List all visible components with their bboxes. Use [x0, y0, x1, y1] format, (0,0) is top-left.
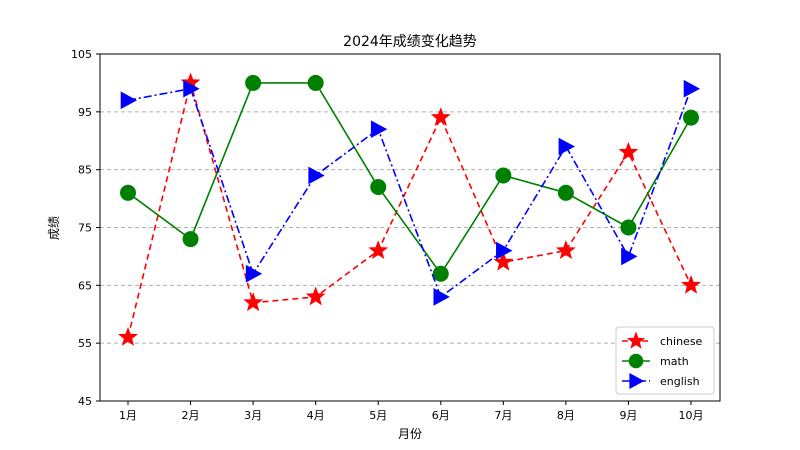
y-tick-label: 65 — [78, 279, 92, 292]
data-point-english — [621, 247, 638, 266]
data-point-math — [683, 109, 699, 126]
data-point-math — [245, 74, 262, 91]
x-tick-label: 6月 — [432, 409, 450, 422]
legend-box — [615, 326, 715, 395]
legend-label-chinese: chinese — [660, 335, 703, 348]
data-point-math — [120, 184, 136, 201]
x-tick-label: 5月 — [369, 409, 387, 422]
data-point-english — [245, 264, 263, 283]
series-line-chinese — [127, 79, 692, 338]
legend-marker-english — [629, 372, 645, 390]
data-point-math — [557, 184, 574, 201]
x-axis: 1月 2月 3月 4月 5月 6月 7月 8月 9月 10月 — [119, 401, 704, 422]
data-point-english — [120, 91, 138, 110]
legend-label-english: english — [660, 375, 700, 388]
data-point-english — [370, 120, 388, 139]
legend-marker-math — [628, 353, 644, 369]
data-point-english — [183, 79, 200, 98]
data-point-chinese — [681, 274, 701, 294]
x-tick-label: 7月 — [494, 409, 512, 422]
series-line-english — [127, 87, 692, 299]
y-tick-label: 95 — [78, 106, 92, 119]
data-point-chinese — [430, 107, 451, 127]
data-point-math — [620, 219, 637, 236]
data-point-english — [496, 241, 513, 260]
x-tick-label: 9月 — [619, 409, 637, 422]
y-tick-label: 85 — [78, 164, 92, 177]
series-line-math — [127, 82, 692, 276]
grid-lines — [100, 111, 720, 344]
data-point-english — [558, 137, 575, 156]
y-tick-label: 45 — [78, 395, 92, 408]
data-point-math — [370, 179, 387, 196]
data-point-chinese — [368, 240, 389, 260]
data-point-chinese — [118, 326, 138, 346]
series-math — [120, 74, 699, 282]
data-point-chinese — [243, 292, 264, 312]
data-point-chinese — [493, 251, 514, 271]
y-tick-label: 55 — [78, 337, 92, 350]
legend: chinese math english — [615, 326, 715, 395]
y-axis: 45 55 65 75 85 95 105 — [71, 48, 100, 408]
chart-title: 2024年成绩变化趋势 — [343, 34, 477, 50]
x-axis-label: 月份 — [398, 427, 422, 441]
legend-marker-chinese — [626, 331, 646, 349]
data-point-math — [495, 167, 512, 184]
data-point-chinese — [305, 286, 326, 306]
series-chinese — [118, 72, 701, 346]
y-tick-label: 75 — [78, 222, 92, 235]
series-english — [120, 79, 701, 306]
data-point-math — [432, 265, 449, 282]
data-point-math — [182, 231, 199, 248]
data-point-english — [308, 166, 325, 185]
legend-label-math: math — [660, 355, 689, 368]
data-point-chinese — [618, 141, 639, 161]
x-tick-label: 4月 — [307, 409, 325, 422]
data-point-english — [433, 288, 450, 306]
data-point-chinese — [555, 240, 576, 260]
data-point-math — [307, 74, 324, 91]
y-axis-label: 成绩 — [47, 216, 61, 240]
data-point-english — [683, 79, 701, 98]
x-tick-label: 10月 — [679, 409, 704, 422]
x-tick-label: 1月 — [119, 409, 137, 422]
x-tick-label: 2月 — [182, 409, 200, 422]
x-tick-label: 8月 — [557, 409, 575, 422]
series-layer — [118, 72, 701, 346]
y-tick-label: 105 — [71, 48, 92, 61]
x-tick-label: 3月 — [244, 409, 262, 422]
